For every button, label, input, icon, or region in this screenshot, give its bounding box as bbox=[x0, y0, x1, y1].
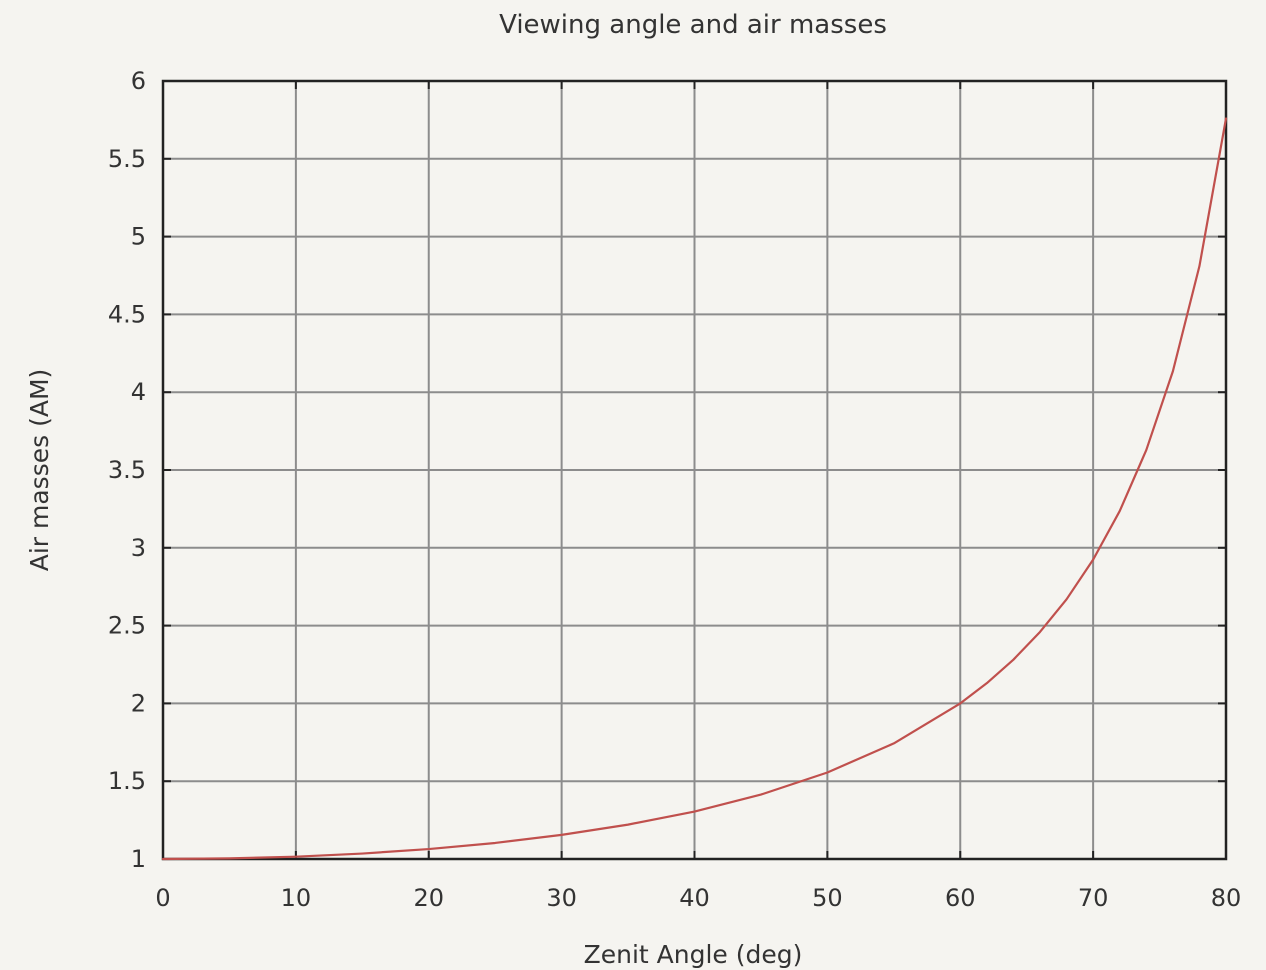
x-axis-label: Zenit Angle (deg) bbox=[584, 940, 803, 969]
tick-labels: 0 10 20 30 40 50 60 70 80 1 1.5 2 2.5 3 3.5 4 4.5 5 5.5 6 bbox=[108, 67, 1241, 912]
x-tick-label: 40 bbox=[679, 884, 710, 912]
y-tick-label: 2 bbox=[131, 689, 146, 717]
x-tick-label: 50 bbox=[812, 884, 843, 912]
x-tick-label: 20 bbox=[413, 884, 444, 912]
chart-title: Viewing angle and air masses bbox=[499, 10, 887, 40]
x-tick-label: 10 bbox=[281, 884, 312, 912]
x-tick-label: 80 bbox=[1211, 884, 1242, 912]
x-tick-label: 70 bbox=[1078, 884, 1109, 912]
x-tick-label: 30 bbox=[546, 884, 577, 912]
y-tick-label: 6 bbox=[131, 67, 146, 95]
series-layer bbox=[161, 117, 1228, 861]
y-axis-label: Air masses (AM) bbox=[25, 369, 54, 572]
y-tick-label: 4.5 bbox=[108, 300, 146, 328]
y-tick-label: 3.5 bbox=[108, 456, 146, 484]
grid-lines bbox=[162, 80, 1227, 860]
y-tick-label: 3 bbox=[131, 534, 146, 562]
y-tick-label: 5 bbox=[131, 223, 146, 251]
y-tick-label: 5.5 bbox=[108, 145, 146, 173]
y-tick-label: 4 bbox=[131, 378, 146, 406]
y-tick-label: 2.5 bbox=[108, 612, 146, 640]
series-line-air-mass bbox=[161, 117, 1228, 861]
x-tick-label: 60 bbox=[945, 884, 976, 912]
plot-frame bbox=[161, 79, 1228, 861]
y-tick-label: 1.5 bbox=[108, 767, 146, 795]
x-tick-label: 0 bbox=[155, 884, 170, 912]
y-tick-label: 1 bbox=[131, 845, 146, 873]
